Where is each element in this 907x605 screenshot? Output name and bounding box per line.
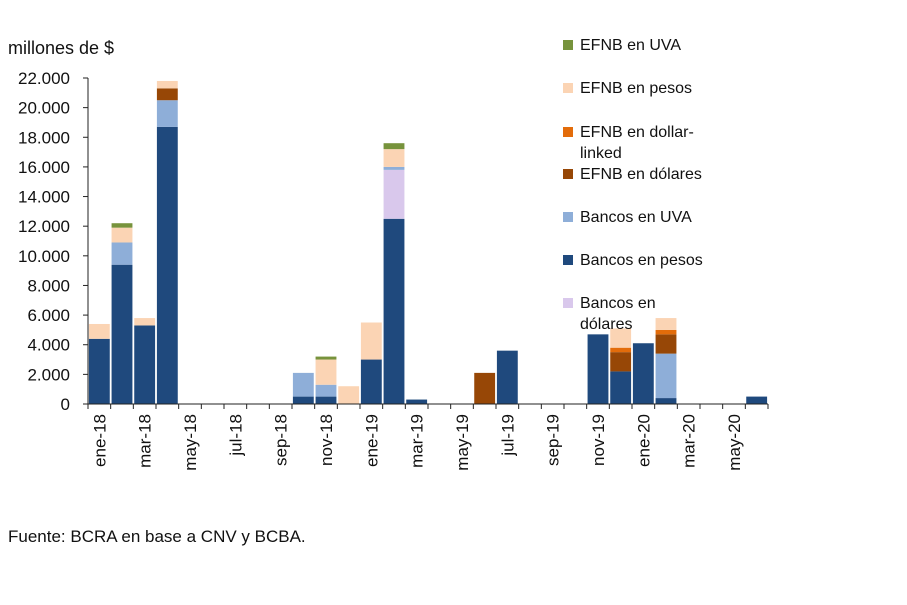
bar-segment — [610, 371, 632, 404]
bar-segment — [655, 329, 677, 335]
bar-segment — [292, 372, 314, 397]
legend-label: Bancos en pesos — [580, 252, 703, 269]
x-tick-label: nov-19 — [589, 414, 608, 466]
bar-segment — [360, 322, 382, 360]
y-tick-label: 20.000 — [18, 99, 70, 118]
x-tick-label: ene-20 — [634, 414, 653, 467]
x-tick-label: may-20 — [725, 414, 744, 471]
bar-segment — [383, 169, 405, 219]
bar-segment — [315, 384, 337, 397]
bar-segment — [610, 352, 632, 372]
y-tick-label: 6.000 — [27, 306, 70, 325]
bar-segment — [111, 227, 133, 243]
legend-label: Bancos en UVA — [580, 209, 692, 226]
bar-segment — [360, 359, 382, 404]
y-tick-label: 12.000 — [18, 217, 70, 236]
legend: EFNB en UVA EFNB en pesos EFNB en dollar-l… — [563, 37, 703, 333]
x-tick-label: sep-18 — [272, 414, 291, 466]
y-tick-label: 22.000 — [18, 69, 70, 88]
bar-segment — [474, 372, 496, 404]
bar-segment — [88, 323, 110, 339]
legend-swatch — [563, 83, 573, 93]
x-tick-label: ene-19 — [362, 414, 381, 467]
bar-segment — [111, 223, 133, 228]
bar-segment — [315, 359, 337, 385]
bar-segment — [383, 218, 405, 404]
y-tick-label: 2.000 — [27, 365, 70, 384]
x-axis: ene-18 mar-18 may-18 jul-18 sep-18 nov-18 ene-… — [87, 403, 769, 471]
bar-segment — [88, 338, 110, 404]
y-axis-unit-label: millones de $ — [8, 38, 114, 58]
bar-segment — [315, 356, 337, 360]
bar-segment — [111, 264, 133, 404]
bar-segment — [406, 399, 428, 404]
bar-segment — [156, 100, 178, 127]
bar-segment — [111, 242, 133, 265]
legend-swatch — [563, 212, 573, 222]
bar-segment — [134, 318, 156, 326]
bar-segment — [156, 126, 178, 405]
y-tick-label: 10.000 — [18, 247, 70, 266]
bar-segment — [292, 396, 314, 404]
x-tick-label: jul-18 — [226, 414, 245, 457]
legend-label: EFNB en UVA — [580, 37, 681, 54]
bar-segment — [632, 343, 654, 404]
source-note: Fuente: BCRA en base a CNV y BCBA. — [8, 527, 306, 546]
y-tick-label: 4.000 — [27, 336, 70, 355]
bar-segment — [496, 350, 518, 404]
y-tick-label: 18.000 — [18, 128, 70, 147]
bar-segment — [655, 398, 677, 404]
bar-segment — [587, 334, 609, 404]
x-tick-label: nov-18 — [317, 414, 336, 466]
bar-segment — [655, 353, 677, 399]
y-tick-label: 8.000 — [27, 276, 70, 295]
y-axis: 0 2.000 4.000 6.000 8.000 10.000 12.000 14.000 1… — [18, 69, 89, 414]
x-tick-label: mar-18 — [136, 414, 155, 468]
bar-segment — [383, 166, 405, 170]
x-tick-label: mar-20 — [680, 414, 699, 468]
x-tick-label: may-18 — [181, 414, 200, 471]
legend-swatch — [563, 255, 573, 265]
legend-swatch — [563, 169, 573, 179]
legend-label: EFNB en dollar-linked — [580, 124, 694, 162]
bar-segment — [746, 396, 768, 404]
legend-swatch — [563, 40, 573, 50]
bar-segment — [610, 328, 632, 348]
bar-segment — [156, 88, 178, 101]
legend-swatch — [563, 298, 573, 308]
bar-segment — [156, 80, 178, 89]
legend-swatch — [563, 127, 573, 137]
bar-segment — [655, 318, 677, 330]
y-tick-label: 16.000 — [18, 158, 70, 177]
bars — [88, 80, 768, 405]
bar-segment — [655, 334, 677, 354]
y-tick-label: 0 — [61, 395, 70, 414]
bar-segment — [315, 396, 337, 404]
legend-label: EFNB en dólares — [580, 166, 702, 183]
legend-label: Bancos en dólares — [580, 295, 656, 333]
bar-segment — [383, 143, 405, 150]
bar-segment — [610, 347, 632, 353]
y-tick-label: 14.000 — [18, 188, 70, 207]
legend-label: EFNB en pesos — [580, 80, 692, 97]
x-tick-label: mar-19 — [408, 414, 427, 468]
bar-segment — [338, 386, 360, 404]
x-tick-label: jul-19 — [498, 414, 517, 457]
x-tick-label: ene-18 — [90, 414, 109, 467]
bar-segment — [383, 149, 405, 167]
x-tick-label: may-19 — [453, 414, 472, 471]
x-tick-label: sep-19 — [544, 414, 563, 466]
bar-segment — [134, 325, 156, 404]
